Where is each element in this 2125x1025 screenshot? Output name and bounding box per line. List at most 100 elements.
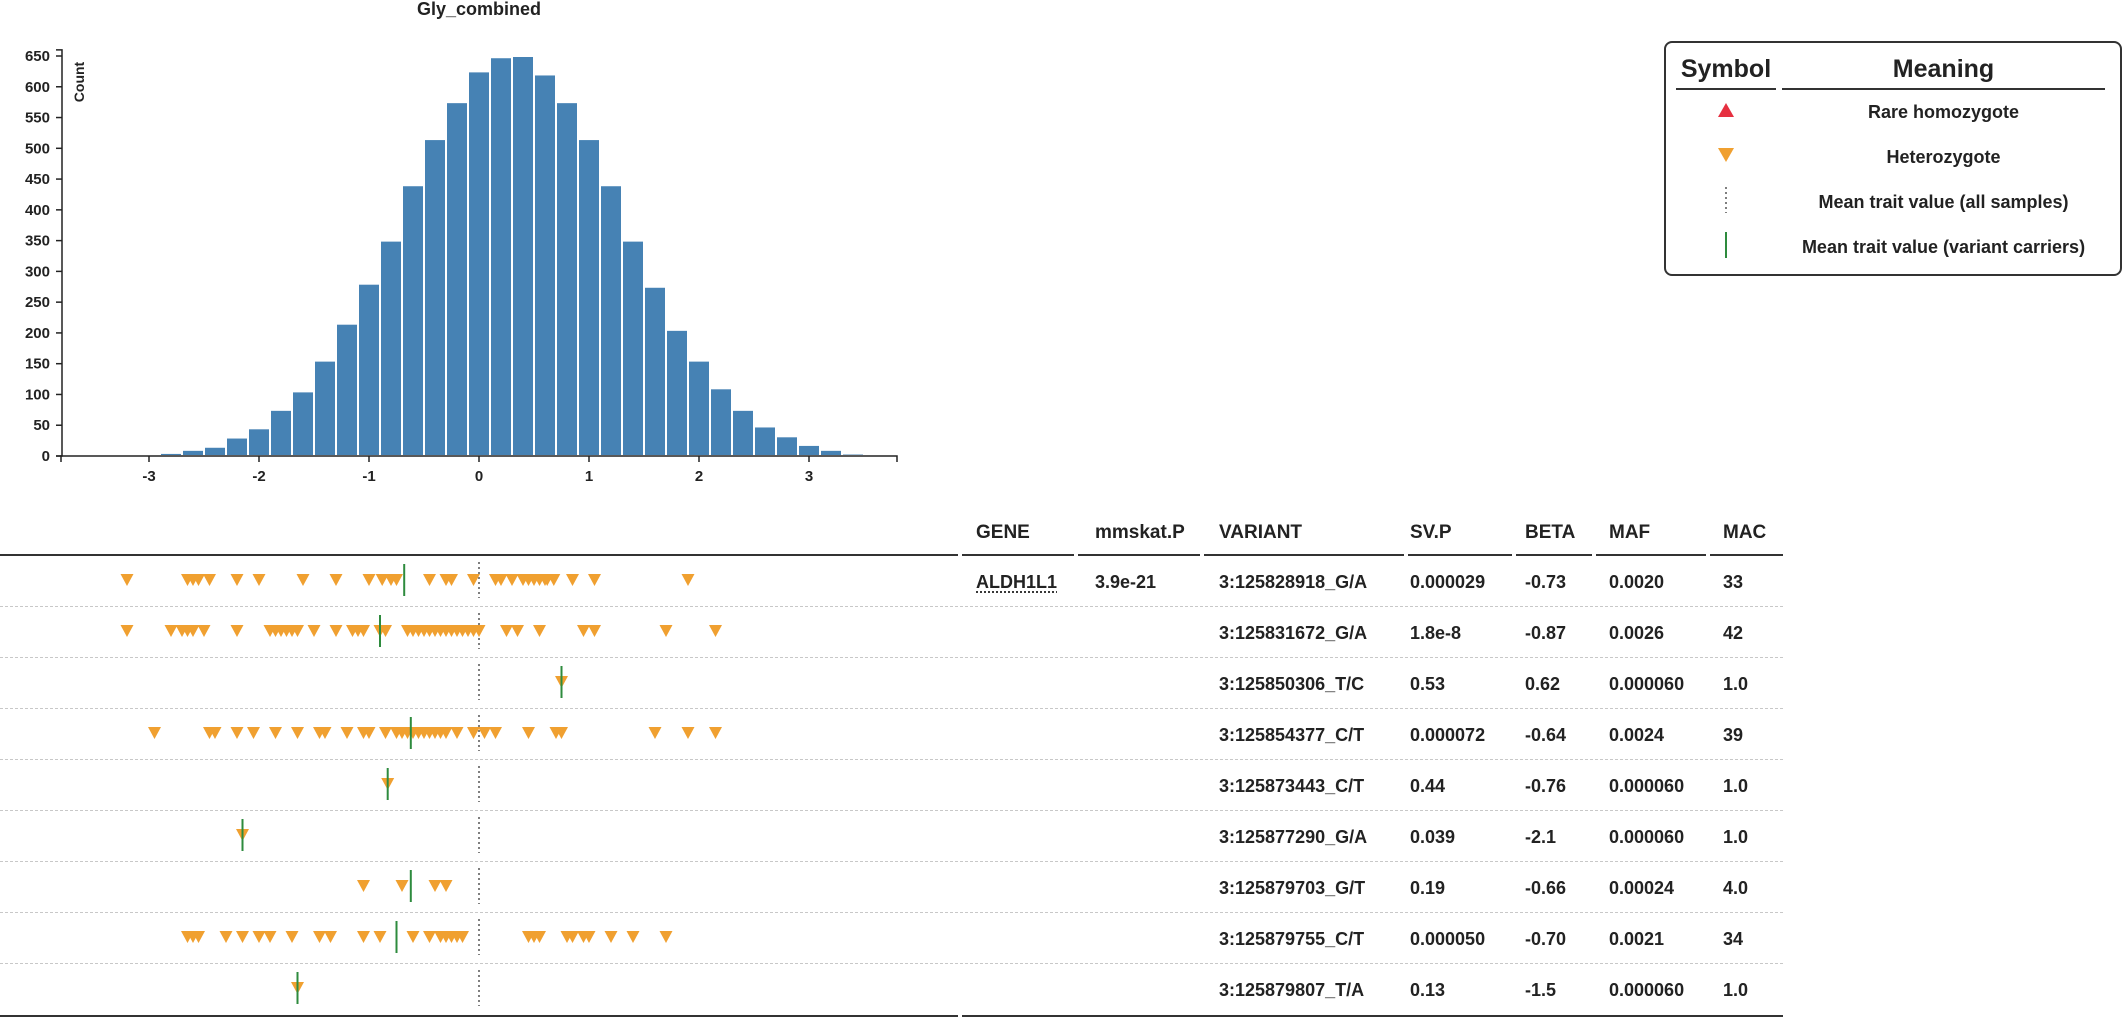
heterozygote-marker bbox=[341, 727, 354, 739]
variant-id: 3:125873443_C/T bbox=[1219, 776, 1364, 797]
y-axis-label: Count bbox=[71, 61, 87, 102]
variant-id: 3:125879703_G/T bbox=[1219, 878, 1365, 899]
heterozygote-marker bbox=[489, 727, 502, 739]
legend-item-mean-all: Mean trait value (all samples) bbox=[1676, 180, 2105, 225]
mac-value: 34 bbox=[1723, 929, 1743, 950]
header-divider bbox=[1408, 554, 1512, 556]
x-tick-label: 1 bbox=[585, 468, 593, 485]
y-tick-label: 650 bbox=[25, 48, 50, 65]
x-tick-label: 0 bbox=[475, 468, 483, 485]
histogram-bar bbox=[776, 436, 798, 456]
histogram-bar bbox=[600, 185, 622, 456]
header-gene: GENE bbox=[976, 522, 1030, 544]
y-tick-label: 450 bbox=[25, 171, 50, 188]
variant-id: 3:125831672_G/A bbox=[1219, 623, 1367, 644]
green-line-icon bbox=[1723, 232, 1729, 258]
y-tick-label: 0 bbox=[42, 448, 50, 465]
heterozygote-marker bbox=[709, 625, 722, 637]
histogram-bar bbox=[754, 426, 776, 456]
heterozygote-marker bbox=[451, 727, 464, 739]
heterozygote-marker bbox=[198, 625, 211, 637]
x-axis: -3 -2 -1 0 1 2 3 bbox=[61, 456, 897, 485]
carrier-strip bbox=[148, 715, 722, 751]
maf-value: 0.0020 bbox=[1609, 572, 1664, 593]
heterozygote-marker bbox=[247, 727, 260, 739]
y-tick-label: 50 bbox=[33, 417, 50, 434]
heterozygote-marker bbox=[253, 574, 266, 586]
beta-value: -1.5 bbox=[1525, 980, 1556, 1001]
heterozygote-marker bbox=[467, 574, 480, 586]
header-divider bbox=[1710, 554, 1783, 556]
carrier-strip bbox=[381, 766, 479, 802]
variant-id: 3:125879807_T/A bbox=[1219, 980, 1364, 1001]
red-up-triangle-icon bbox=[1717, 102, 1735, 118]
legend-item-mean-carriers: Mean trait value (variant carriers) bbox=[1676, 225, 2105, 270]
variant-id: 3:125854377_C/T bbox=[1219, 725, 1364, 746]
heterozygote-marker bbox=[357, 880, 370, 892]
mac-value: 39 bbox=[1723, 725, 1743, 746]
histogram-bar bbox=[226, 438, 248, 456]
y-axis: 050100150200250300350400450500550600650 bbox=[25, 48, 62, 465]
beta-value: 0.62 bbox=[1525, 674, 1560, 695]
heterozygote-marker bbox=[231, 727, 244, 739]
histogram-bar bbox=[270, 410, 292, 456]
beta-value: -0.66 bbox=[1525, 878, 1566, 899]
heterozygote-marker bbox=[506, 574, 519, 586]
sv-p-value: 0.53 bbox=[1410, 674, 1445, 695]
heterozygote-marker bbox=[478, 727, 491, 739]
heterozygote-marker bbox=[588, 625, 601, 637]
histogram-bar bbox=[534, 74, 556, 456]
maf-value: 0.000060 bbox=[1609, 827, 1684, 848]
carrier-strip bbox=[291, 970, 479, 1006]
gene-link[interactable]: ALDH1L1 bbox=[976, 572, 1057, 593]
heterozygote-marker bbox=[231, 574, 244, 586]
heterozygote-marker bbox=[440, 880, 453, 892]
orange-down-triangle-icon bbox=[1717, 147, 1735, 163]
histogram-bar bbox=[336, 324, 358, 456]
header-mmskat-p: mmskat.P bbox=[1095, 522, 1185, 544]
histogram-bar bbox=[446, 102, 468, 456]
beta-value: -0.64 bbox=[1525, 725, 1566, 746]
carrier-strip bbox=[479, 664, 568, 700]
y-tick-label: 250 bbox=[25, 294, 50, 311]
heterozygote-marker bbox=[682, 574, 695, 586]
mac-value: 33 bbox=[1723, 572, 1743, 593]
header-divider bbox=[1596, 554, 1706, 556]
header-divider bbox=[1078, 554, 1200, 556]
histogram-bar bbox=[688, 361, 710, 456]
x-tick-label: -2 bbox=[252, 468, 265, 485]
histogram-bar bbox=[248, 428, 270, 456]
heterozygote-marker bbox=[313, 931, 326, 943]
carrier-strip bbox=[121, 562, 695, 598]
variant-id: 3:125877290_G/A bbox=[1219, 827, 1367, 848]
heterozygote-marker bbox=[220, 931, 233, 943]
heterozygote-marker bbox=[324, 931, 337, 943]
maf-value: 0.0024 bbox=[1609, 725, 1664, 746]
header-variant: VARIANT bbox=[1219, 522, 1302, 544]
histogram-bar bbox=[644, 287, 666, 456]
histogram-bar bbox=[820, 450, 842, 456]
histogram-bar bbox=[490, 57, 512, 456]
heterozygote-marker bbox=[203, 574, 216, 586]
heterozygote-marker bbox=[286, 931, 299, 943]
heterozygote-marker bbox=[522, 727, 535, 739]
sv-p-value: 1.8e-8 bbox=[1410, 623, 1461, 644]
histogram-bar bbox=[710, 388, 732, 456]
variant-id: 3:125850306_T/C bbox=[1219, 674, 1364, 695]
histogram-bar bbox=[798, 445, 820, 456]
carrier-strip bbox=[236, 817, 479, 853]
heterozygote-marker bbox=[291, 727, 304, 739]
header-divider bbox=[1204, 554, 1404, 556]
dotted-line-icon bbox=[1723, 187, 1729, 213]
histogram-bar bbox=[732, 410, 754, 456]
heterozygote-marker bbox=[500, 625, 513, 637]
heterozygote-marker bbox=[423, 931, 436, 943]
heterozygote-marker bbox=[363, 574, 376, 586]
legend-label: Mean trait value (all samples) bbox=[1782, 180, 2105, 225]
maf-value: 0.0026 bbox=[1609, 623, 1664, 644]
sv-p-value: 0.000050 bbox=[1410, 929, 1485, 950]
legend-label: Rare homozygote bbox=[1782, 90, 2105, 135]
beta-value: -2.1 bbox=[1525, 827, 1556, 848]
variant-id: 3:125879755_C/T bbox=[1219, 929, 1364, 950]
legend-symbol-header: Symbol bbox=[1676, 51, 1776, 90]
